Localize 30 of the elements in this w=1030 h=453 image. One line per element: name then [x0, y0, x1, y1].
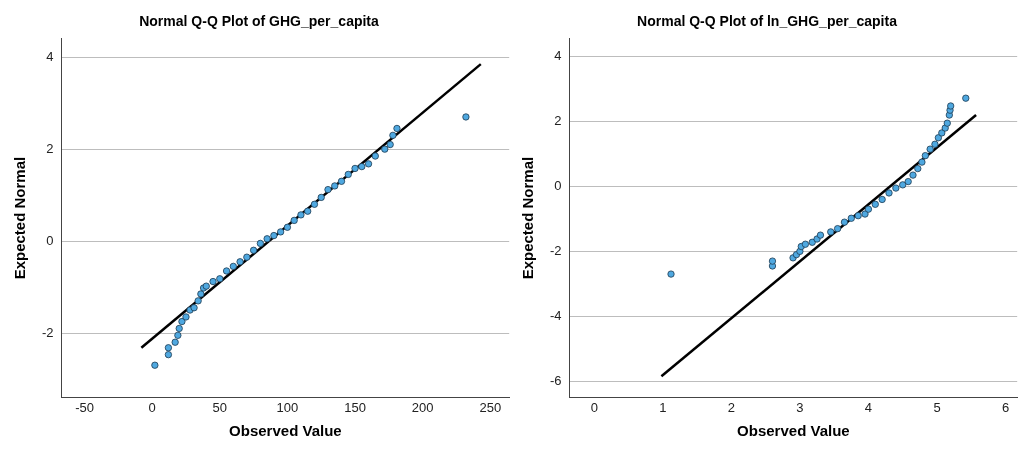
y-tick-label: 4 [554, 48, 562, 64]
x-tick-label: 5 [933, 399, 941, 415]
y-axis-title: Expected Normal [519, 156, 537, 280]
x-tick-label: -50 [75, 399, 94, 415]
x-tick-label: 6 [1001, 399, 1010, 415]
y-tick-label: -6 [550, 372, 562, 388]
x-tick-label: 3 [796, 399, 804, 415]
x-tick-label: 2 [727, 399, 735, 415]
y-tick-label: 0 [46, 232, 54, 248]
y-tick-label: -2 [42, 324, 54, 340]
x-tick-label: 150 [344, 399, 366, 415]
x-axis-title: Observed Value [737, 422, 850, 440]
chart-title: Normal Q-Q Plot of GHG_per_capita [139, 13, 380, 30]
y-tick-label: -4 [550, 307, 562, 323]
chart-title: Normal Q-Q Plot of ln_GHG_per_capita [637, 13, 898, 30]
x-tick-label: 0 [148, 399, 156, 415]
x-tick-label: 100 [276, 399, 299, 415]
x-axis-title: Observed Value [229, 422, 342, 440]
y-tick-label: 0 [554, 178, 562, 194]
x-tick-label: 50 [212, 399, 228, 415]
x-tick-label: 250 [479, 399, 502, 415]
x-tick-label: 0 [590, 399, 598, 415]
x-tick-label: 4 [864, 399, 873, 415]
y-tick-label: 2 [46, 140, 54, 156]
x-tick-label: 1 [659, 399, 667, 415]
y-axis-title: Expected Normal [11, 156, 29, 280]
y-tick-label: 4 [46, 48, 54, 64]
x-tick-label: 200 [411, 399, 434, 415]
y-tick-label: -2 [550, 242, 562, 258]
y-tick-label: 2 [554, 113, 562, 129]
